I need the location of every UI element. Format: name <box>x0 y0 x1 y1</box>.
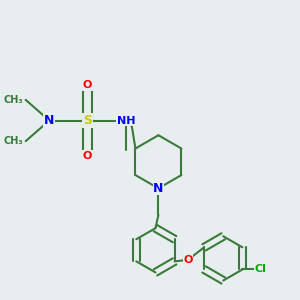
Text: Cl: Cl <box>254 265 266 275</box>
Text: O: O <box>83 151 92 161</box>
Text: O: O <box>183 255 193 265</box>
Text: NH: NH <box>117 116 135 125</box>
Text: O: O <box>83 80 92 90</box>
Text: N: N <box>44 114 55 127</box>
Text: N: N <box>153 182 164 195</box>
Text: S: S <box>83 114 92 127</box>
Text: CH₃: CH₃ <box>3 95 23 105</box>
Text: CH₃: CH₃ <box>3 136 23 146</box>
